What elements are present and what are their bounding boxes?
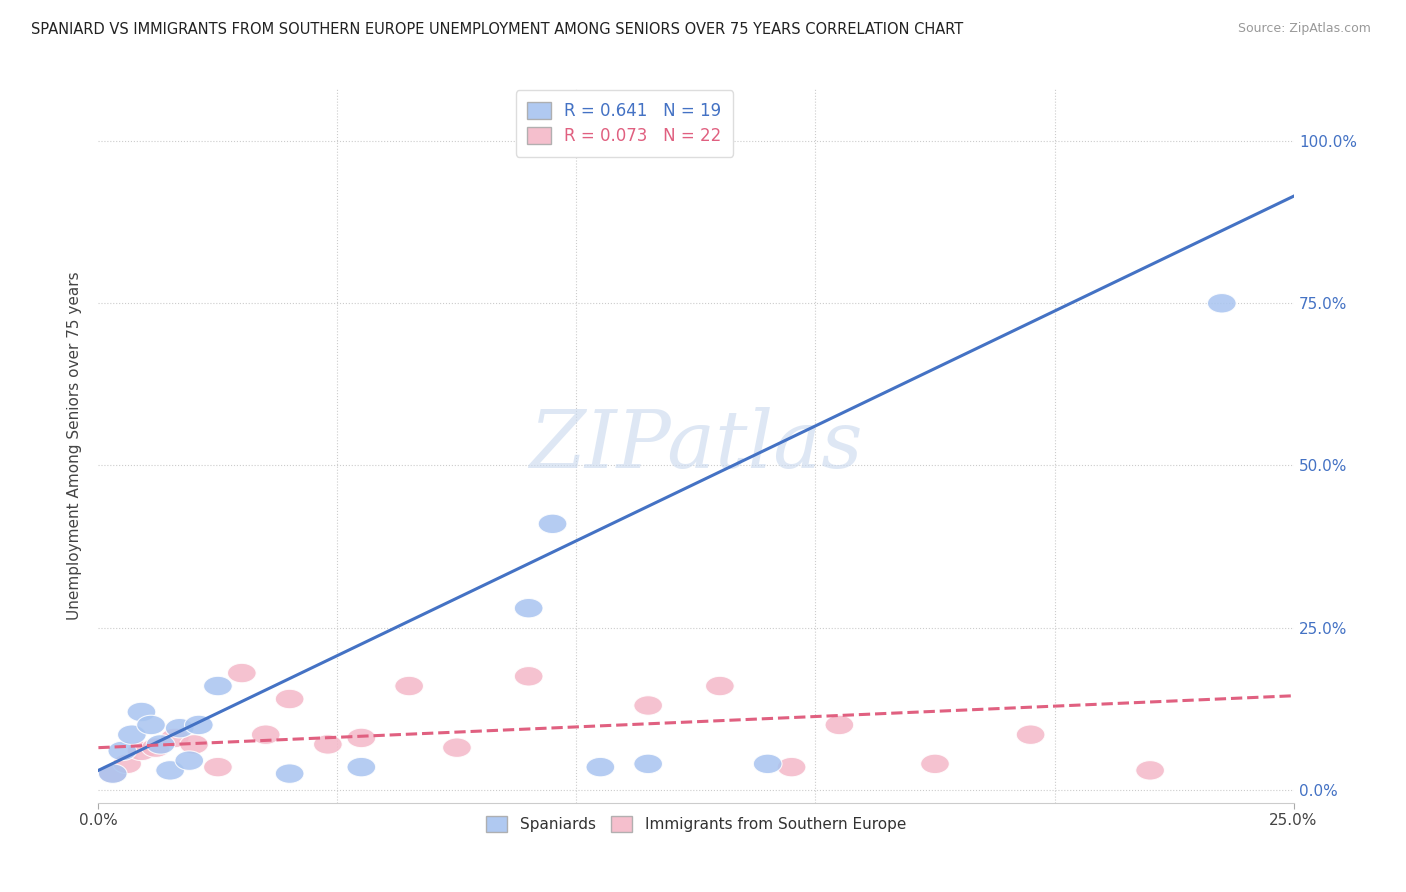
Ellipse shape (314, 735, 342, 754)
Ellipse shape (347, 757, 375, 777)
Ellipse shape (586, 757, 614, 777)
Ellipse shape (142, 738, 170, 757)
Ellipse shape (921, 754, 949, 773)
Ellipse shape (538, 514, 567, 533)
Ellipse shape (1017, 725, 1045, 745)
Ellipse shape (204, 757, 232, 777)
Ellipse shape (276, 690, 304, 709)
Ellipse shape (160, 728, 190, 747)
Ellipse shape (1136, 761, 1164, 780)
Ellipse shape (706, 676, 734, 696)
Ellipse shape (98, 764, 127, 783)
Text: Source: ZipAtlas.com: Source: ZipAtlas.com (1237, 22, 1371, 36)
Ellipse shape (180, 735, 208, 754)
Ellipse shape (252, 725, 280, 745)
Ellipse shape (146, 735, 174, 754)
Ellipse shape (276, 764, 304, 783)
Ellipse shape (634, 754, 662, 773)
Ellipse shape (166, 718, 194, 738)
Ellipse shape (347, 728, 375, 747)
Ellipse shape (754, 754, 782, 773)
Ellipse shape (825, 715, 853, 735)
Y-axis label: Unemployment Among Seniors over 75 years: Unemployment Among Seniors over 75 years (67, 272, 83, 620)
Ellipse shape (778, 757, 806, 777)
Ellipse shape (204, 676, 232, 696)
Ellipse shape (112, 754, 142, 773)
Ellipse shape (127, 741, 156, 761)
Legend: Spaniards, Immigrants from Southern Europe: Spaniards, Immigrants from Southern Euro… (479, 810, 912, 838)
Ellipse shape (443, 738, 471, 757)
Ellipse shape (108, 741, 136, 761)
Text: SPANIARD VS IMMIGRANTS FROM SOUTHERN EUROPE UNEMPLOYMENT AMONG SENIORS OVER 75 Y: SPANIARD VS IMMIGRANTS FROM SOUTHERN EUR… (31, 22, 963, 37)
Ellipse shape (1208, 293, 1236, 313)
Ellipse shape (515, 666, 543, 686)
Ellipse shape (228, 664, 256, 682)
Ellipse shape (395, 676, 423, 696)
Ellipse shape (515, 599, 543, 618)
Ellipse shape (184, 715, 214, 735)
Ellipse shape (156, 761, 184, 780)
Ellipse shape (136, 715, 166, 735)
Ellipse shape (127, 702, 156, 722)
Ellipse shape (98, 764, 127, 783)
Ellipse shape (634, 696, 662, 715)
Text: ZIPatlas: ZIPatlas (529, 408, 863, 484)
Ellipse shape (174, 751, 204, 771)
Ellipse shape (118, 725, 146, 745)
